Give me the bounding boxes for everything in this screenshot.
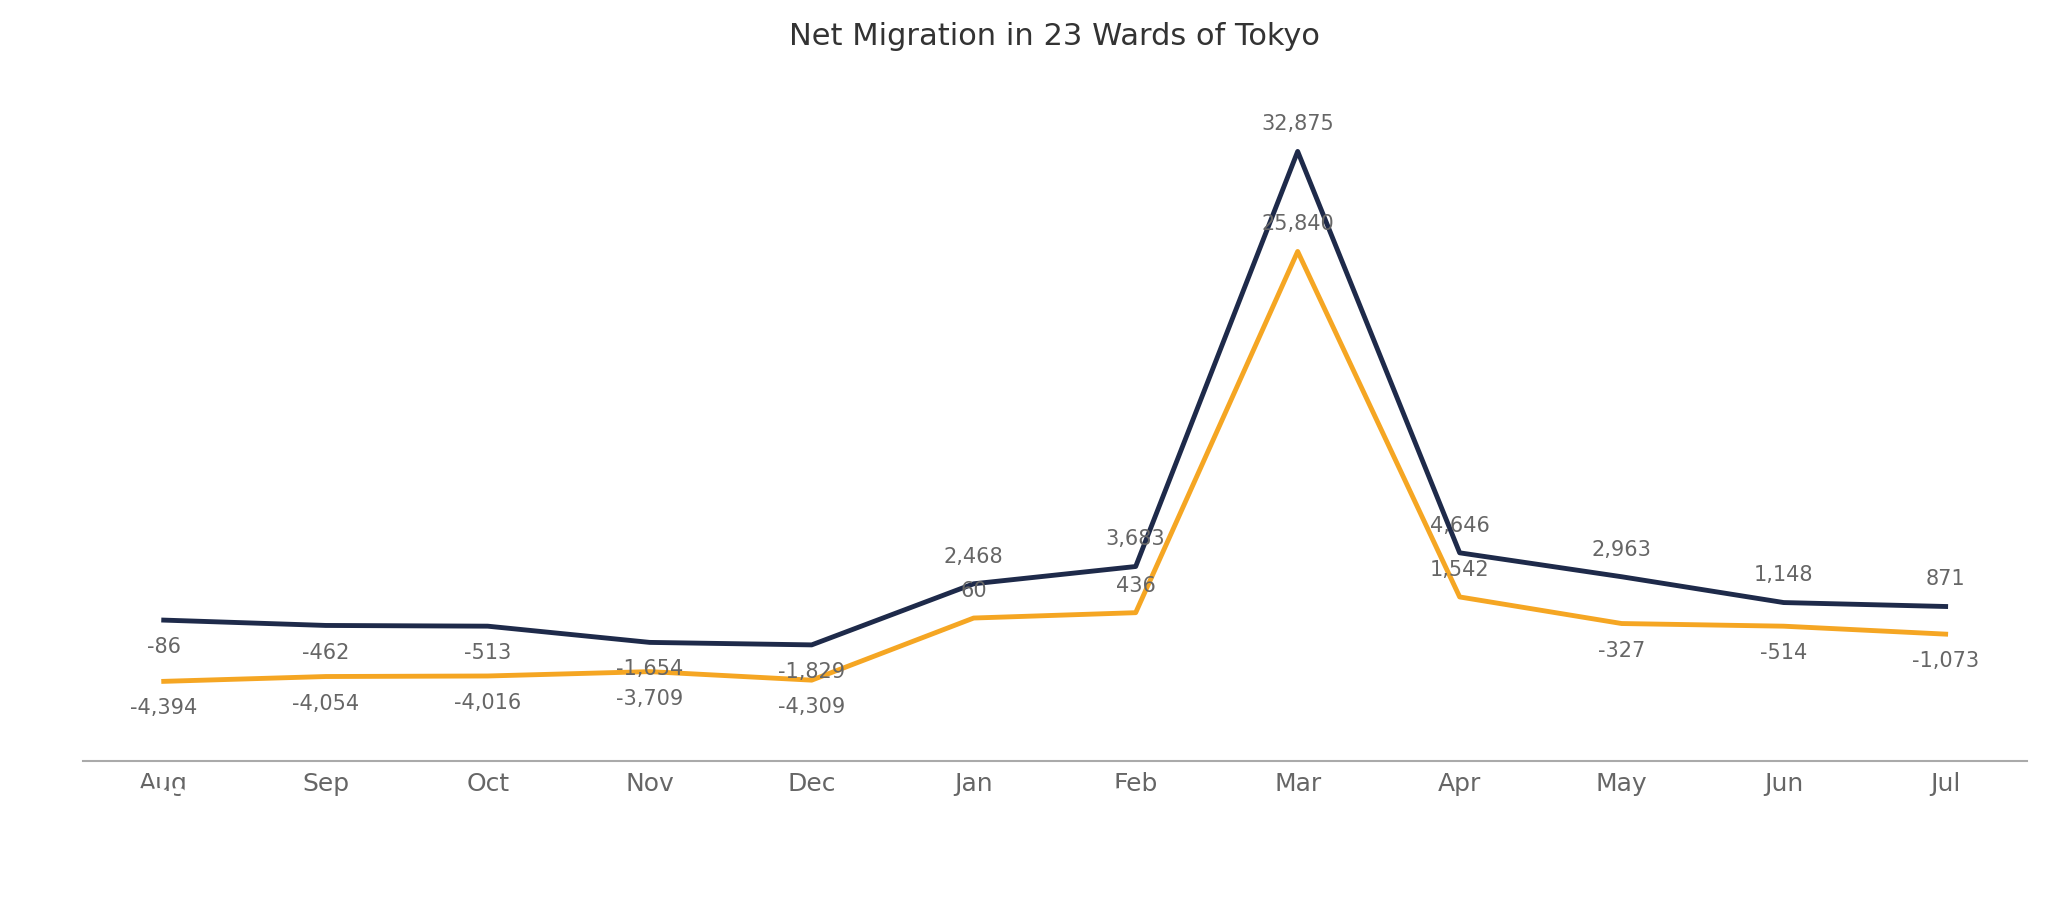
- Text: 871: 871: [1925, 570, 1965, 589]
- Text: 2022: 2022: [1055, 866, 1131, 893]
- Text: -514: -514: [1760, 643, 1807, 664]
- Text: -4,394: -4,394: [130, 698, 196, 719]
- Text: 1,148: 1,148: [1754, 565, 1814, 585]
- Text: -513: -513: [463, 643, 511, 664]
- Text: -327: -327: [1599, 641, 1646, 661]
- Text: 2,468: 2,468: [943, 547, 1003, 567]
- Text: 2,963: 2,963: [1592, 539, 1652, 560]
- Text: 25,840: 25,840: [1261, 214, 1334, 234]
- Text: -1,829: -1,829: [778, 662, 846, 682]
- Text: 4,646: 4,646: [1429, 516, 1489, 536]
- Text: -4,054: -4,054: [292, 694, 360, 713]
- Text: -1,654: -1,654: [616, 660, 682, 679]
- Text: 436: 436: [1117, 575, 1156, 596]
- Text: 2021: 2021: [112, 866, 190, 893]
- Title: Net Migration in 23 Wards of Tokyo: Net Migration in 23 Wards of Tokyo: [790, 22, 1319, 51]
- Text: 2022: 2022: [112, 787, 190, 814]
- Text: 32,875: 32,875: [1261, 114, 1334, 134]
- Text: 2023: 2023: [1055, 787, 1131, 814]
- Text: 3,683: 3,683: [1106, 529, 1166, 550]
- Text: -4,016: -4,016: [455, 693, 521, 713]
- Text: -3,709: -3,709: [616, 688, 682, 709]
- Text: -86: -86: [147, 637, 180, 657]
- Text: -1,073: -1,073: [1913, 652, 1979, 671]
- Text: 60: 60: [960, 581, 986, 601]
- Text: 1,542: 1,542: [1429, 560, 1489, 580]
- Text: -462: -462: [302, 642, 349, 663]
- Text: -4,309: -4,309: [778, 698, 846, 717]
